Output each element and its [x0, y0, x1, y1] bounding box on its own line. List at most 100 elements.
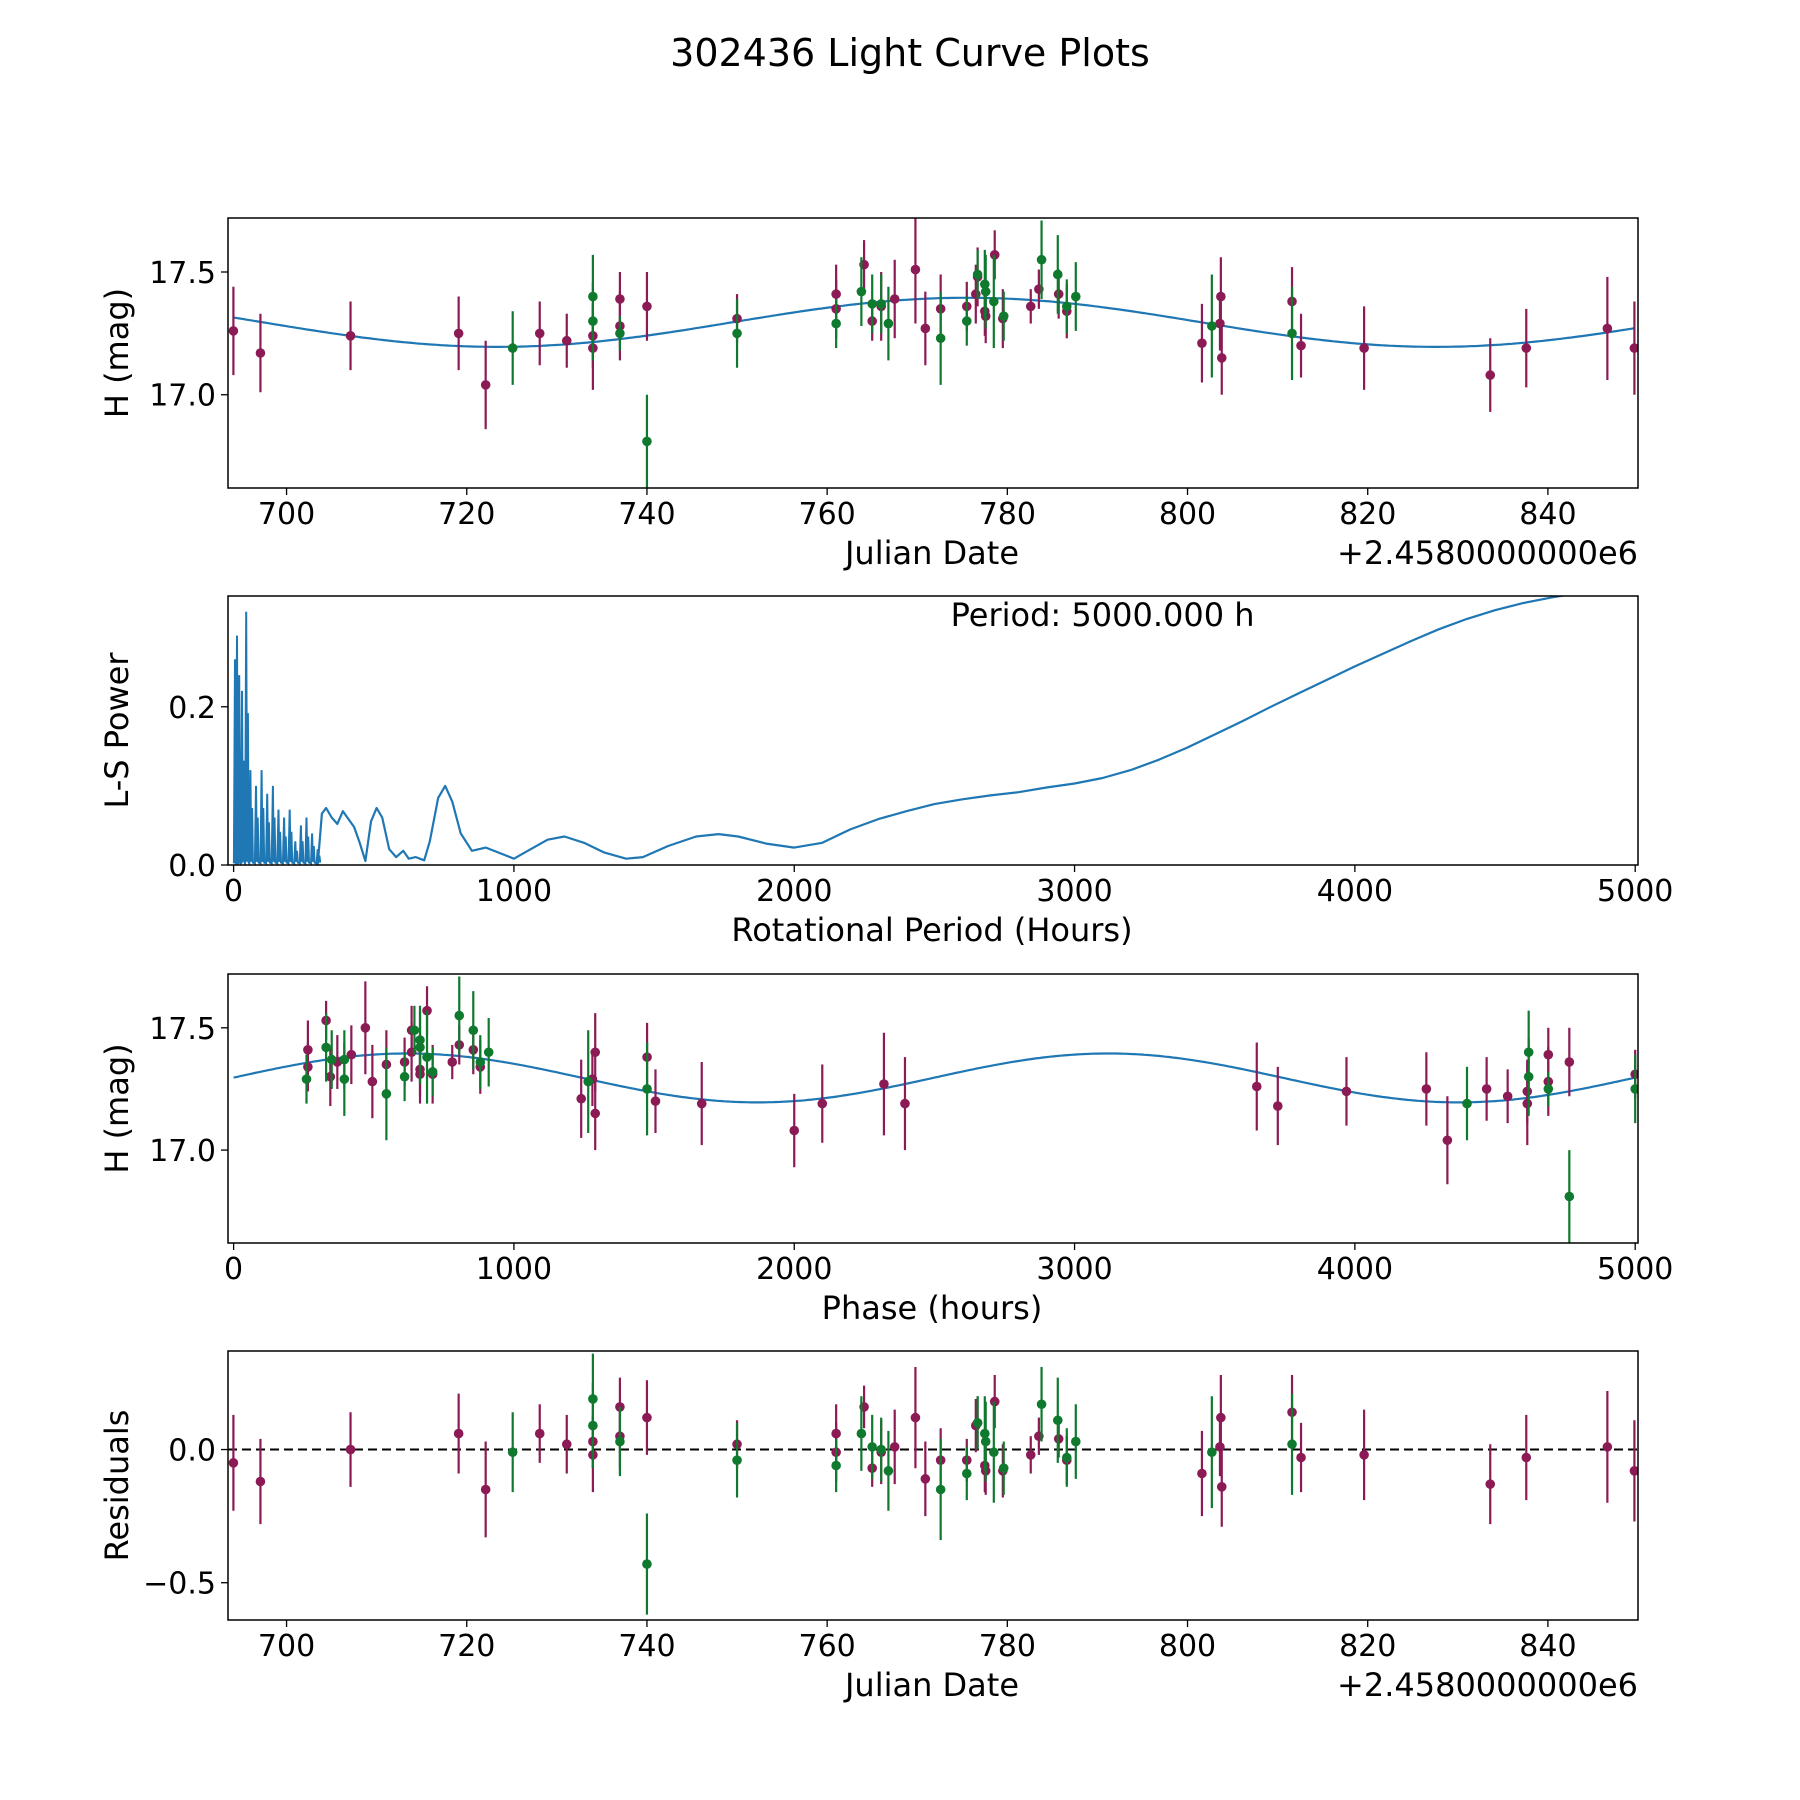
data-point	[447, 1057, 458, 1067]
data-point	[339, 1074, 350, 1084]
data-point	[910, 1412, 921, 1423]
x-tick-label: 1000	[476, 1252, 552, 1287]
data-point	[453, 1428, 464, 1439]
data-point	[998, 311, 1009, 321]
data-point	[972, 269, 983, 280]
y-tick-label: 0.2	[168, 691, 216, 726]
data-point	[583, 1076, 594, 1087]
data-point	[1052, 1415, 1063, 1426]
data-point	[935, 1484, 946, 1495]
data-point	[1272, 1101, 1283, 1111]
data-point	[1485, 370, 1496, 380]
y-axis-label: H (mag)	[98, 288, 136, 418]
data-point	[1485, 1479, 1496, 1489]
data-point	[910, 264, 921, 275]
data-point	[1216, 353, 1227, 363]
x-tick-label: 740	[618, 1629, 675, 1664]
x-tick-label: 780	[979, 1629, 1036, 1664]
data-point	[856, 1428, 867, 1439]
x-tick-label: 840	[1519, 497, 1576, 532]
data-point	[1061, 301, 1072, 312]
data-point	[255, 1476, 266, 1487]
data-point	[1197, 1468, 1207, 1479]
data-point	[422, 1052, 432, 1062]
series-filter-a	[303, 981, 1638, 1185]
data-point	[920, 1474, 931, 1484]
data-point	[879, 1079, 889, 1089]
data-point	[321, 1042, 331, 1053]
y-tick-label: 0.0	[168, 1434, 216, 1469]
y-axis-label: L-S Power	[98, 652, 136, 809]
x-tick-label: 720	[438, 1629, 495, 1664]
data-point	[732, 328, 742, 339]
data-point	[650, 1096, 661, 1106]
panel-periodogram: Period: 5000.000 h 0 1000 2000 3000 4000 5000 0…	[98, 595, 1673, 949]
data-point	[642, 1559, 652, 1569]
x-axis-label: Phase (hours)	[822, 1289, 1043, 1327]
data-point	[1287, 1439, 1297, 1450]
x-tick-label: 4000	[1317, 874, 1393, 909]
data-point	[399, 1071, 410, 1082]
data-point	[1543, 1084, 1554, 1094]
y-tick-label: 17.0	[149, 1134, 216, 1169]
data-point	[480, 1484, 491, 1495]
plot-area	[228, 218, 1638, 488]
data-point	[228, 1458, 239, 1468]
data-point	[856, 286, 867, 297]
data-point	[468, 1025, 479, 1036]
data-point	[576, 1093, 587, 1104]
data-point	[876, 1444, 886, 1455]
period-annotation: Period: 5000.000 h	[951, 596, 1255, 634]
x-axis-label: Julian Date	[843, 534, 1019, 572]
x-tick-label: 0	[224, 874, 243, 909]
series-filter-a	[228, 1366, 1638, 1538]
data-point	[483, 1047, 494, 1058]
data-point	[228, 326, 239, 336]
y-tick-label: 17.5	[149, 256, 216, 291]
data-point	[1071, 1436, 1081, 1447]
data-point	[998, 1463, 1009, 1473]
x-tick-label: 820	[1339, 1629, 1396, 1664]
x-tick-label: 3000	[1036, 1252, 1112, 1287]
data-point	[1071, 291, 1081, 302]
x-offset-label: +2.4580000000e6	[1337, 1666, 1638, 1704]
data-point	[590, 1047, 601, 1058]
fit-curve	[233, 1052, 1636, 1104]
data-point	[475, 1057, 486, 1067]
data-point	[1522, 1098, 1533, 1109]
data-point	[1287, 328, 1297, 339]
data-point	[900, 1098, 910, 1109]
data-point	[1216, 291, 1226, 302]
data-point	[301, 1074, 312, 1084]
x-tick-label: 0	[224, 1252, 243, 1287]
data-point	[1025, 1450, 1036, 1460]
x-tick-label: 760	[799, 497, 856, 532]
data-point	[1602, 1442, 1613, 1452]
data-point	[1521, 343, 1532, 353]
axes-frame	[227, 595, 1639, 866]
data-point	[534, 1428, 545, 1439]
data-point	[561, 1439, 572, 1450]
y-tick-label: 17.5	[149, 1012, 216, 1047]
data-point	[642, 1084, 652, 1094]
x-tick-label: 5000	[1597, 1252, 1673, 1287]
data-point	[345, 1444, 356, 1455]
x-tick-label: 720	[438, 497, 495, 532]
data-point	[346, 1049, 357, 1060]
data-point	[615, 1436, 625, 1447]
data-point	[876, 299, 886, 309]
data-point	[1216, 1412, 1226, 1423]
plot-area	[228, 1353, 1638, 1615]
plot-area	[232, 596, 1567, 865]
data-point	[1341, 1086, 1352, 1097]
data-point	[1630, 1084, 1638, 1094]
data-point	[1602, 323, 1613, 334]
data-point	[1052, 269, 1063, 280]
periodogram-noise	[232, 611, 322, 865]
data-point	[345, 331, 356, 341]
y-tick-label: 0.0	[168, 849, 216, 884]
y-axis-label: Residuals	[98, 1410, 136, 1562]
data-point	[507, 1447, 518, 1458]
data-point	[642, 436, 652, 447]
